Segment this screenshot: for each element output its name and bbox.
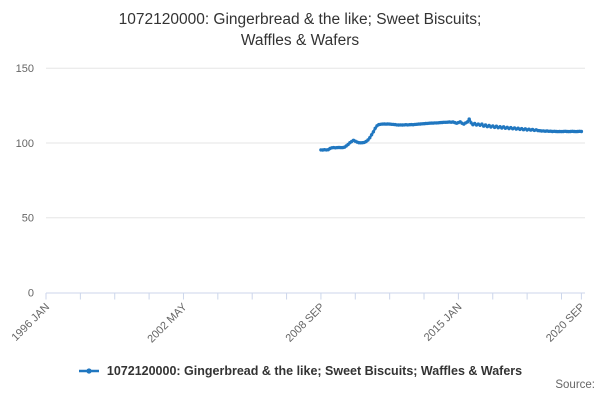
series-point-marker xyxy=(366,138,370,142)
chart-title: 1072120000: Gingerbread & the like; Swee… xyxy=(0,9,600,51)
chart-title-line1: 1072120000: Gingerbread & the like; Swee… xyxy=(118,11,482,28)
y-axis-tick-label: 100 xyxy=(16,138,34,150)
x-axis-tick-label: 1996 JAN xyxy=(9,301,52,344)
series-point-marker xyxy=(373,126,377,130)
x-axis-tick-label: 2015 JAN xyxy=(422,301,465,344)
chart-title-line2: Waffles & Wafers xyxy=(240,32,360,49)
y-axis-tick-label: 0 xyxy=(28,288,34,300)
legend-label: 1072120000: Gingerbread & the like; Swee… xyxy=(106,364,523,378)
series-markers xyxy=(319,117,584,152)
series-point-marker xyxy=(579,129,584,134)
series-point-marker xyxy=(369,133,374,137)
y-gridlines xyxy=(46,67,585,219)
series-point-marker xyxy=(467,117,471,121)
y-axis-tick-label: 50 xyxy=(22,213,34,225)
x-axis-tick-label: 2002 MAY xyxy=(145,301,190,346)
y-axis-labels: 0 50 100 150 xyxy=(16,63,34,299)
source-label: Source: xyxy=(555,379,595,391)
legend: 1072120000: Gingerbread & the like; Swee… xyxy=(0,362,600,380)
legend-series-marker-icon xyxy=(78,368,99,374)
x-axis-labels: 1996 JAN 2002 MAY 2008 SEP 2015 JAN 2020 SEP xyxy=(9,301,587,346)
y-axis-tick-label: 150 xyxy=(16,63,34,75)
series-point-marker xyxy=(465,120,470,124)
x-axis-tick-label: 2020 SEP xyxy=(544,301,588,345)
series-point-marker xyxy=(368,136,372,140)
series-point-marker xyxy=(371,130,376,134)
x-axis-tick-label: 2008 SEP xyxy=(284,301,328,345)
x-axis-ticks xyxy=(45,293,582,300)
legend-item[interactable]: 1072120000: Gingerbread & the like; Swee… xyxy=(78,364,522,378)
